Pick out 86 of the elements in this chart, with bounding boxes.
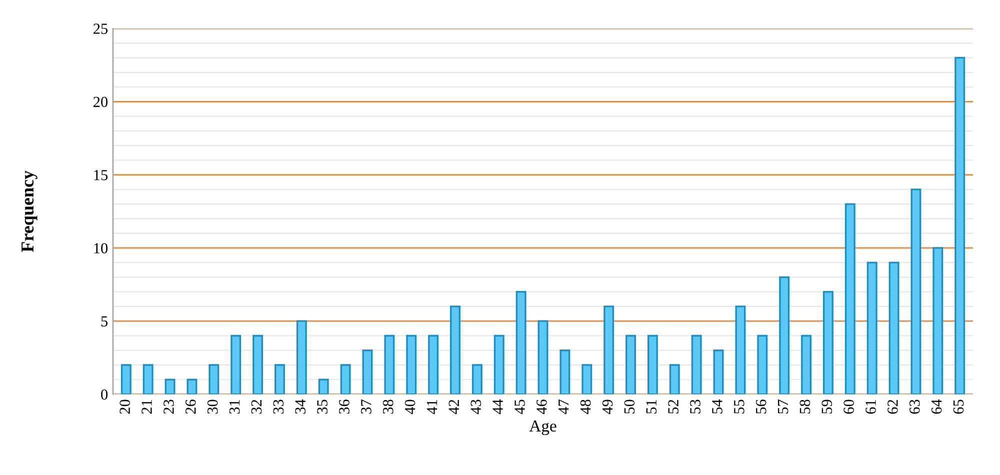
bar (516, 291, 526, 394)
x-tick-label: 59 (822, 400, 832, 414)
bar (779, 276, 790, 394)
y-tick-label: 10 (94, 243, 108, 254)
bar (801, 334, 812, 394)
x-tick-label: 64 (931, 399, 942, 414)
x-tick-label: 65 (953, 400, 964, 414)
y-tick-label: 25 (94, 24, 108, 34)
x-tick-label: 45 (514, 400, 525, 414)
y-tick-label: 5 (101, 316, 108, 327)
bar (318, 378, 329, 394)
x-tick-label: 51 (646, 400, 657, 414)
bar (120, 364, 132, 394)
bar (252, 334, 264, 394)
x-tick-label: 33 (273, 400, 284, 414)
bar (866, 262, 878, 394)
x-tick-label: 55 (734, 400, 744, 414)
bar (582, 364, 592, 394)
bar (713, 350, 724, 394)
bar (844, 203, 856, 394)
bar (450, 306, 460, 394)
x-tick-label: 41 (426, 400, 437, 414)
x-tick-label: 32 (251, 400, 262, 414)
bar (604, 306, 614, 394)
bar (428, 334, 439, 394)
x-tick-label: 56 (756, 400, 766, 414)
y-tick-label: 15 (94, 170, 108, 180)
bar (626, 334, 636, 394)
x-tick-label: 26 (186, 400, 196, 414)
x-tick-label: 50 (624, 400, 635, 414)
x-tick-label: 52 (668, 400, 678, 414)
bar (208, 364, 220, 394)
bar (735, 306, 746, 394)
x-tick-label: 63 (910, 400, 920, 414)
x-tick-label: 61 (866, 400, 876, 414)
bar (691, 334, 702, 394)
x-tick-label: 53 (690, 400, 700, 414)
x-tick-label: 40 (404, 400, 416, 414)
x-tick-label: 21 (142, 400, 152, 414)
bar (954, 56, 966, 394)
bar (888, 262, 900, 394)
x-tick-label: 62 (888, 400, 898, 414)
y-axis-title: Frequency (22, 170, 38, 252)
bar (362, 350, 373, 394)
bar (757, 334, 768, 394)
bar (296, 320, 307, 394)
x-tick-label: 35 (317, 400, 328, 414)
x-tick-label: 47 (558, 400, 569, 414)
bar (538, 320, 548, 394)
bar (142, 364, 154, 394)
x-tick-label: 58 (800, 400, 810, 414)
x-tick-label: 43 (470, 400, 482, 414)
x-tick-label: 49 (602, 400, 613, 414)
bar (164, 378, 176, 394)
bar (560, 350, 570, 394)
x-tick-label: 30 (207, 400, 218, 414)
bar (186, 378, 198, 394)
x-tick-label: 23 (164, 400, 174, 414)
x-tick-label: 36 (339, 400, 350, 414)
bar (910, 188, 922, 394)
bar (230, 334, 242, 394)
bar (406, 334, 417, 394)
bar (932, 247, 944, 394)
y-tick-label: 0 (101, 389, 108, 400)
x-tick-label: 46 (536, 400, 547, 414)
bar (274, 364, 285, 394)
x-tick-label: 31 (229, 400, 240, 414)
x-tick-label: 44 (492, 399, 503, 414)
x-tick-label: 34 (295, 399, 306, 414)
x-tick-label: 48 (580, 400, 591, 414)
x-axis-title: Age (529, 420, 556, 436)
bar (340, 364, 351, 394)
x-tick-label: 42 (448, 400, 459, 414)
x-tick-label: 57 (778, 400, 788, 414)
x-tick-label: 20 (120, 400, 130, 414)
bar (384, 334, 395, 394)
x-tick-label: 38 (382, 400, 394, 414)
x-tick-label: 60 (844, 400, 854, 414)
bar (472, 364, 482, 394)
bar (822, 291, 834, 394)
bar (494, 334, 504, 394)
x-tick-label: 37 (361, 400, 372, 414)
y-tick-label: 20 (94, 96, 108, 108)
x-tick-label: 54 (712, 399, 722, 414)
bar (647, 334, 658, 394)
bar (669, 364, 680, 394)
